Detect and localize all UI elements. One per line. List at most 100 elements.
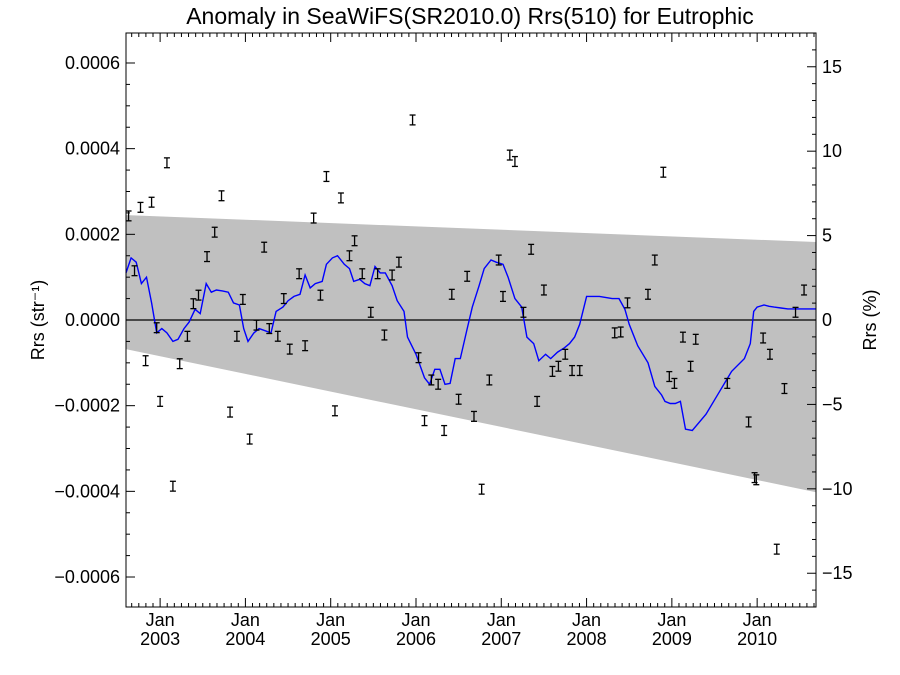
- x-tick-year: 2007: [481, 629, 521, 649]
- x-tick-month: Jan: [316, 610, 345, 630]
- error-bar-point: [351, 235, 358, 247]
- error-bar-point: [781, 382, 788, 395]
- left-tick-label: −0.0004: [54, 481, 120, 501]
- error-bar-point: [644, 288, 651, 300]
- error-bar-point: [286, 343, 293, 355]
- error-bar-point: [464, 270, 471, 282]
- error-bar-point: [760, 332, 767, 344]
- error-bar-point: [666, 370, 673, 383]
- error-bar-point: [511, 155, 518, 168]
- error-bar-point: [455, 393, 462, 405]
- error-bar-point: [435, 378, 442, 390]
- x-tick-month: Jan: [743, 610, 772, 630]
- error-bar-point: [671, 377, 678, 389]
- error-bar-point: [389, 269, 396, 281]
- left-tick-label: 0.0002: [65, 224, 120, 244]
- error-bar-point: [792, 306, 799, 318]
- x-tick-year: 2003: [140, 629, 180, 649]
- error-bar-point: [266, 322, 273, 335]
- error-bar-point: [753, 474, 760, 486]
- error-bar-point: [724, 377, 731, 389]
- x-tick-year: 2008: [567, 629, 607, 649]
- error-bar-point: [555, 360, 562, 372]
- chart-title: Anomaly in SeaWiFS(SR2010.0) Rrs(510) fo…: [186, 3, 754, 29]
- error-bar-point: [218, 190, 225, 202]
- error-bar-point: [692, 333, 699, 345]
- error-bar-point: [374, 268, 381, 280]
- x-tick-month: Jan: [231, 610, 260, 630]
- error-bar-point: [157, 395, 164, 407]
- error-bar-point: [346, 250, 353, 262]
- error-bar-point: [617, 326, 624, 338]
- error-bar-point: [470, 410, 477, 422]
- error-bar-point: [428, 374, 435, 386]
- y-axis-label-right: Rrs (%): [860, 290, 880, 351]
- right-tick-label: 15: [822, 57, 842, 77]
- error-bar-point: [337, 192, 344, 204]
- error-bar-point: [227, 406, 234, 418]
- error-bar-point: [190, 298, 197, 310]
- error-bar-point: [651, 254, 658, 266]
- error-bar-point: [448, 288, 455, 300]
- error-bar-point: [176, 358, 183, 370]
- error-bar-point: [569, 364, 576, 377]
- error-bar-point: [773, 543, 780, 555]
- error-bar-point: [534, 395, 541, 407]
- error-bar-point: [302, 340, 309, 352]
- error-bar-point: [611, 327, 618, 339]
- error-bar-point: [478, 483, 485, 495]
- x-tick-year: 2006: [396, 629, 436, 649]
- error-bar-point: [153, 322, 160, 334]
- x-tick-month: Jan: [487, 610, 516, 630]
- error-bar-point: [148, 196, 155, 208]
- x-tick-month: Jan: [572, 610, 601, 630]
- error-bar-point: [499, 290, 506, 303]
- right-tick-label: −10: [822, 479, 853, 499]
- x-tick-year: 2005: [311, 629, 351, 649]
- error-bar-point: [520, 306, 527, 318]
- error-bar-point: [576, 364, 583, 377]
- error-bar-point: [745, 416, 752, 428]
- error-bar-point: [624, 297, 631, 309]
- error-bar-point: [280, 293, 287, 305]
- right-tick-label: 0: [822, 310, 832, 330]
- error-bar-point: [687, 360, 694, 372]
- error-bar-point: [296, 268, 303, 280]
- error-bar-point: [801, 284, 808, 296]
- left-tick-label: 0.0006: [65, 53, 120, 73]
- axes: 0.0006 0.0004 0.0002 0.0000 −0.0002 −0.0004 −0…: [54, 32, 853, 649]
- x-tick-month: Jan: [146, 610, 175, 630]
- error-bar-point: [421, 415, 428, 427]
- x-tick-year: 2009: [652, 629, 692, 649]
- error-bar-point: [239, 293, 246, 306]
- plot-area: [125, 114, 816, 555]
- error-bar-point: [323, 170, 330, 183]
- error-bar-point: [395, 256, 402, 268]
- error-bar-point: [766, 348, 773, 360]
- right-tick-label: 5: [822, 226, 832, 246]
- y-axis-label-left: Rrs (str⁻¹): [28, 280, 48, 360]
- error-bar-point: [261, 241, 268, 253]
- right-tick-label: −15: [822, 563, 853, 583]
- error-bar-point: [486, 374, 493, 386]
- error-bar-point: [204, 251, 211, 263]
- error-bar-point: [317, 289, 324, 301]
- error-bar-point: [562, 348, 569, 360]
- error-bar-point: [415, 352, 422, 364]
- error-bar-point: [381, 329, 388, 341]
- error-bar-point: [540, 284, 547, 296]
- error-bar-point: [367, 306, 374, 318]
- x-tick-year: 2004: [225, 629, 265, 649]
- error-bar-point: [660, 166, 667, 178]
- left-tick-label: −0.0006: [54, 567, 120, 587]
- error-bar-point: [495, 254, 502, 266]
- left-tick-label: 0.0000: [65, 310, 120, 330]
- error-bar-point: [211, 226, 218, 238]
- error-bar-point: [310, 212, 317, 224]
- error-bar-point: [131, 265, 138, 277]
- error-bar-point: [169, 480, 176, 492]
- error-bar-point: [409, 114, 416, 126]
- error-bar-point: [163, 157, 170, 169]
- error-bar-point: [331, 405, 338, 417]
